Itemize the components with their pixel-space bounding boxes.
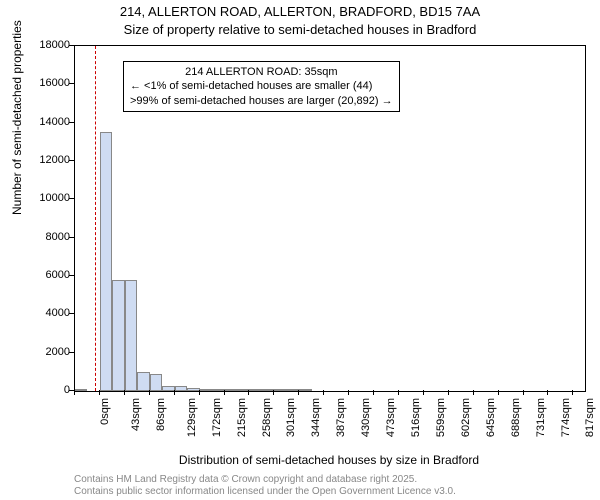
chart-title-main: 214, ALLERTON ROAD, ALLERTON, BRADFORD, … [0,4,600,19]
x-tick-label: 387sqm [335,398,347,437]
x-tick-label: 516sqm [410,398,422,437]
x-tick-mark [348,390,349,395]
x-tick-label: 215sqm [236,398,248,437]
x-tick-mark [273,390,274,395]
y-tick-label: 12000 [39,154,70,166]
x-tick-label: 602sqm [460,398,472,437]
footer-line-1: Contains HM Land Registry data © Crown c… [74,474,417,485]
footer-line-2: Contains public sector information licen… [74,486,456,497]
x-tick-mark [398,390,399,395]
histogram-bar [249,389,261,391]
y-tick-mark [69,237,74,238]
reference-line [95,46,96,391]
x-tick-mark [298,390,299,395]
x-tick-mark [572,390,573,395]
x-tick-label: 43sqm [130,398,142,431]
x-tick-label: 172sqm [211,398,223,437]
x-tick-mark [224,390,225,395]
x-tick-label: 688sqm [510,398,522,437]
x-tick-mark [124,390,125,395]
x-tick-label: 430sqm [360,398,372,437]
y-tick-label: 8000 [46,231,70,243]
chart-title-sub: Size of property relative to semi-detach… [0,22,600,37]
x-tick-label: 817sqm [585,398,597,437]
y-tick-label: 4000 [46,307,70,319]
annotation-box: 214 ALLERTON ROAD: 35sqm← <1% of semi-de… [123,61,400,112]
annotation-line-1: 214 ALLERTON ROAD: 35sqm [130,65,393,79]
histogram-bar [112,280,124,391]
x-tick-mark [547,390,548,395]
x-tick-mark [523,390,524,395]
x-tick-mark [149,390,150,395]
x-tick-label: 645sqm [485,398,497,437]
x-tick-mark [373,390,374,395]
y-tick-mark [69,352,74,353]
histogram-bar [125,280,137,391]
x-tick-label: 258sqm [261,398,273,437]
x-tick-mark [473,390,474,395]
y-tick-mark [69,160,74,161]
x-tick-mark [498,390,499,395]
histogram-bar [100,132,112,391]
chart-container: 214, ALLERTON ROAD, ALLERTON, BRADFORD, … [0,0,600,500]
x-tick-mark [448,390,449,395]
y-tick-label: 2000 [46,346,70,358]
x-tick-label: 344sqm [311,398,323,437]
histogram-bar [150,374,162,391]
x-tick-mark [99,390,100,395]
x-tick-label: 129sqm [186,398,198,437]
x-tick-label: 473sqm [385,398,397,437]
x-tick-label: 301sqm [286,398,298,437]
y-tick-mark [69,45,74,46]
y-tick-mark [69,313,74,314]
histogram-bar [200,389,212,391]
histogram-bar [274,389,286,391]
y-tick-mark [69,198,74,199]
y-axis-label: Number of semi-detached properties [10,20,24,215]
x-tick-label: 86sqm [155,398,167,431]
annotation-line-3: >99% of semi-detached houses are larger … [130,94,393,108]
y-tick-label: 16000 [39,77,70,89]
x-tick-label: 559sqm [435,398,447,437]
x-tick-mark [423,390,424,395]
histogram-bar [175,386,187,391]
plot-area: 214 ALLERTON ROAD: 35sqm← <1% of semi-de… [74,45,586,392]
y-tick-label: 14000 [39,116,70,128]
x-tick-label: 731sqm [535,398,547,437]
histogram-bar [137,372,149,391]
histogram-bar [299,389,311,391]
y-tick-label: 10000 [39,192,70,204]
x-tick-label: 774sqm [560,398,572,437]
y-tick-label: 18000 [39,39,70,51]
y-tick-mark [69,83,74,84]
histogram-bar [225,389,237,391]
y-tick-mark [69,275,74,276]
x-tick-mark [248,390,249,395]
x-axis-label: Distribution of semi-detached houses by … [74,453,584,467]
annotation-line-2: ← <1% of semi-detached houses are smalle… [130,79,393,93]
x-tick-mark [174,390,175,395]
y-tick-mark [69,122,74,123]
x-tick-mark [74,390,75,395]
x-tick-mark [323,390,324,395]
x-tick-mark [199,390,200,395]
histogram-bar [75,389,87,391]
x-tick-label: 0sqm [99,398,111,425]
y-tick-label: 6000 [46,269,70,281]
